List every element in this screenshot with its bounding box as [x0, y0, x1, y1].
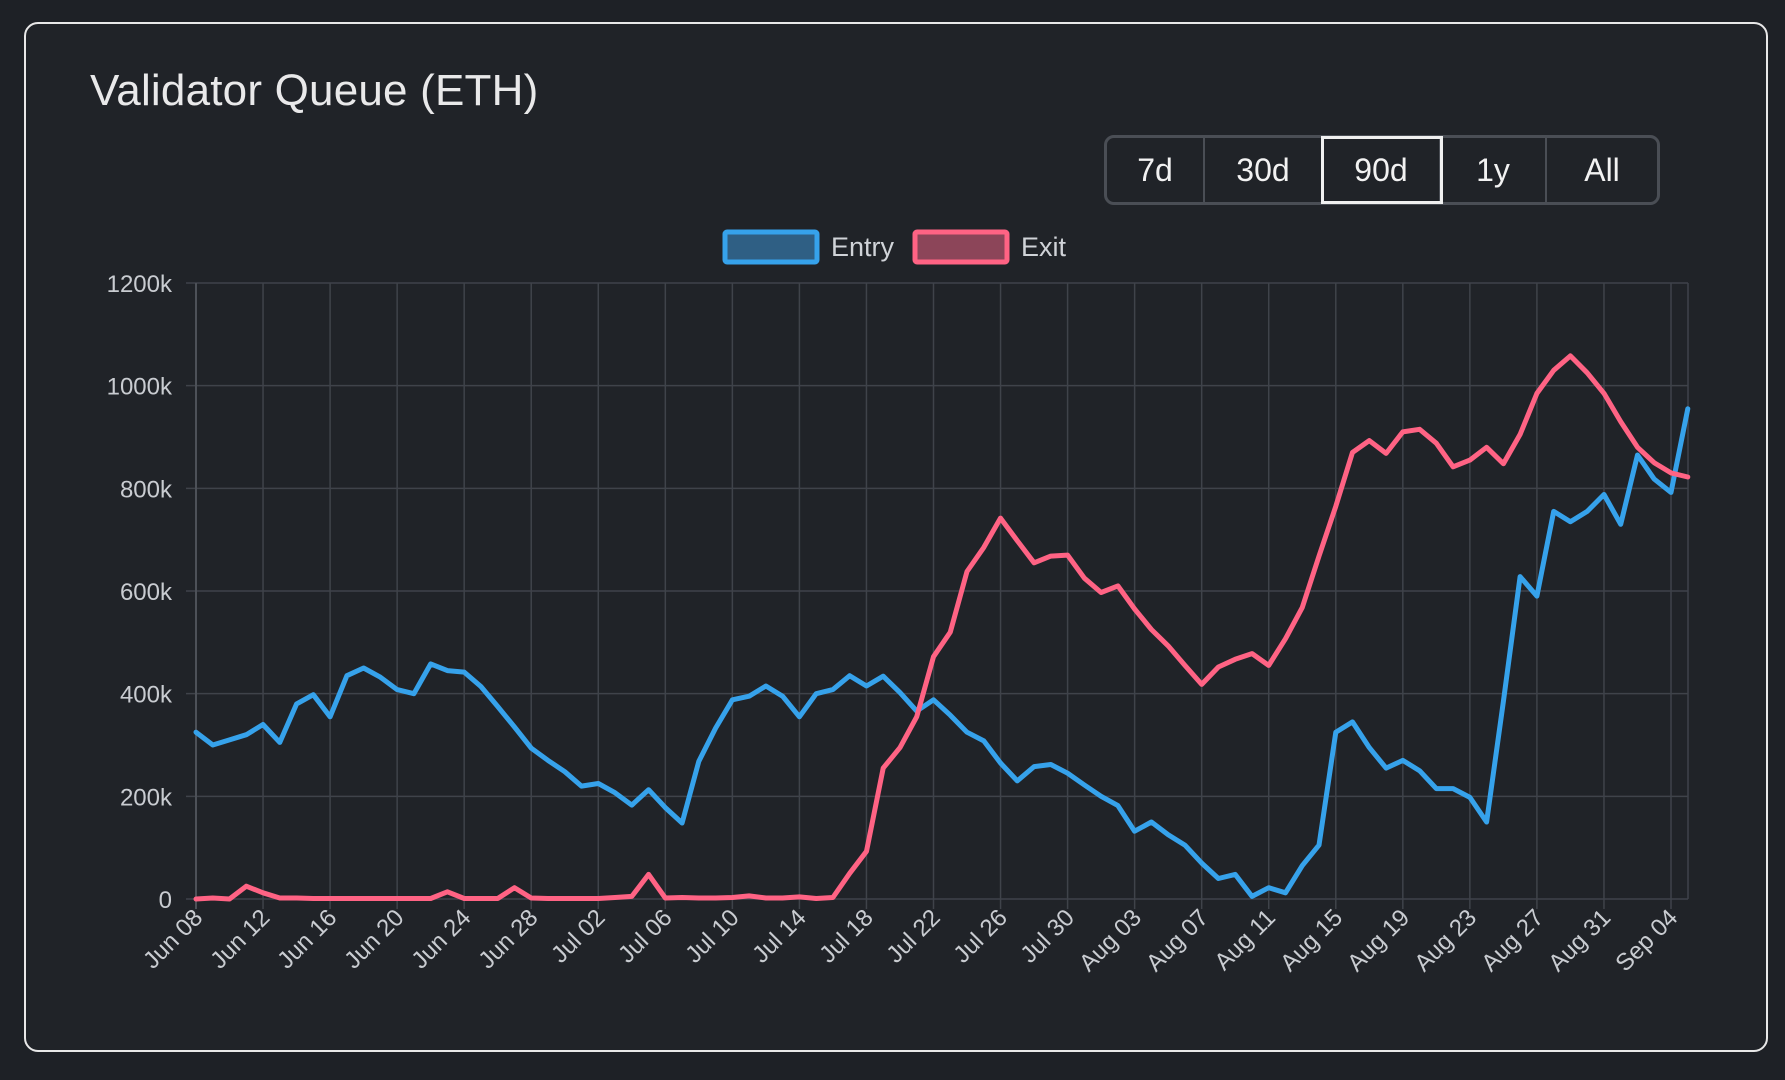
- series-line-entry: [193, 406, 1691, 899]
- range-button-30d[interactable]: 30d: [1205, 138, 1323, 202]
- x-tick-label: Jun 12: [205, 904, 275, 974]
- y-tick-label: 1000k: [107, 374, 173, 401]
- x-tick-label: Jul 26: [948, 904, 1012, 968]
- x-tick-label: Jul 18: [814, 904, 878, 968]
- y-tick-label: 800k: [120, 476, 173, 503]
- x-tick-label: Aug 27: [1476, 904, 1549, 977]
- series-line-exit: [193, 353, 1691, 902]
- chart-series: [193, 353, 1691, 902]
- x-tick-label: Jun 28: [473, 904, 543, 974]
- x-tick-label: Jul 06: [613, 904, 677, 968]
- x-tick-label: Jun 20: [339, 904, 409, 974]
- x-tick-label: Jul 14: [747, 904, 811, 968]
- x-tick-label: Aug 11: [1209, 904, 1281, 976]
- x-tick-label: Aug 07: [1141, 904, 1214, 977]
- x-tick-label: Aug 15: [1275, 904, 1348, 977]
- x-tick-label: Jun 08: [138, 904, 208, 974]
- range-button-all[interactable]: All: [1584, 151, 1620, 188]
- range-button-7d[interactable]: 7d: [1107, 138, 1205, 202]
- x-tick-label: Jul 30: [1015, 904, 1079, 968]
- x-tick-label: Aug 31: [1543, 904, 1616, 977]
- time-range-selector: 7d 30d 90d 1y All: [1104, 135, 1660, 205]
- chart-card: Validator Queue (ETH) 7d 30d 90d 1y All: [24, 22, 1768, 1052]
- x-tick-label: Sep 04: [1610, 904, 1683, 977]
- chart-legend: Entry Exit: [722, 229, 1067, 265]
- x-tick-label: Aug 03: [1074, 904, 1147, 977]
- x-tick-label: Jul 22: [881, 904, 945, 968]
- x-tick-label: Jul 10: [680, 904, 744, 968]
- range-button-90d[interactable]: 90d: [1321, 136, 1443, 204]
- x-tick-label: Aug 19: [1342, 904, 1415, 977]
- y-tick-label: 1200k: [107, 271, 173, 298]
- y-tick-label: 200k: [120, 784, 173, 811]
- chart-grid: [186, 282, 1689, 909]
- legend-swatch-exit[interactable]: [912, 229, 1010, 265]
- page-title: Validator Queue (ETH): [90, 66, 539, 115]
- y-tick-label: 600k: [120, 579, 173, 606]
- x-tick-label: Jul 02: [546, 904, 610, 968]
- x-tick-label: Jun 16: [272, 904, 342, 974]
- y-tick-label: 0: [159, 887, 172, 914]
- range-button-1y[interactable]: 1y: [1441, 138, 1547, 202]
- legend-label-entry[interactable]: Entry: [831, 232, 895, 262]
- legend-swatch-entry[interactable]: [722, 229, 820, 265]
- legend-label-exit[interactable]: Exit: [1021, 232, 1067, 262]
- x-tick-label: Jun 24: [406, 904, 476, 974]
- x-tick-label: Aug 23: [1409, 904, 1482, 977]
- y-tick-label: 400k: [120, 682, 173, 709]
- y-axis: 0 200k 400k 600k 800k 1000k 1200k: [107, 271, 173, 914]
